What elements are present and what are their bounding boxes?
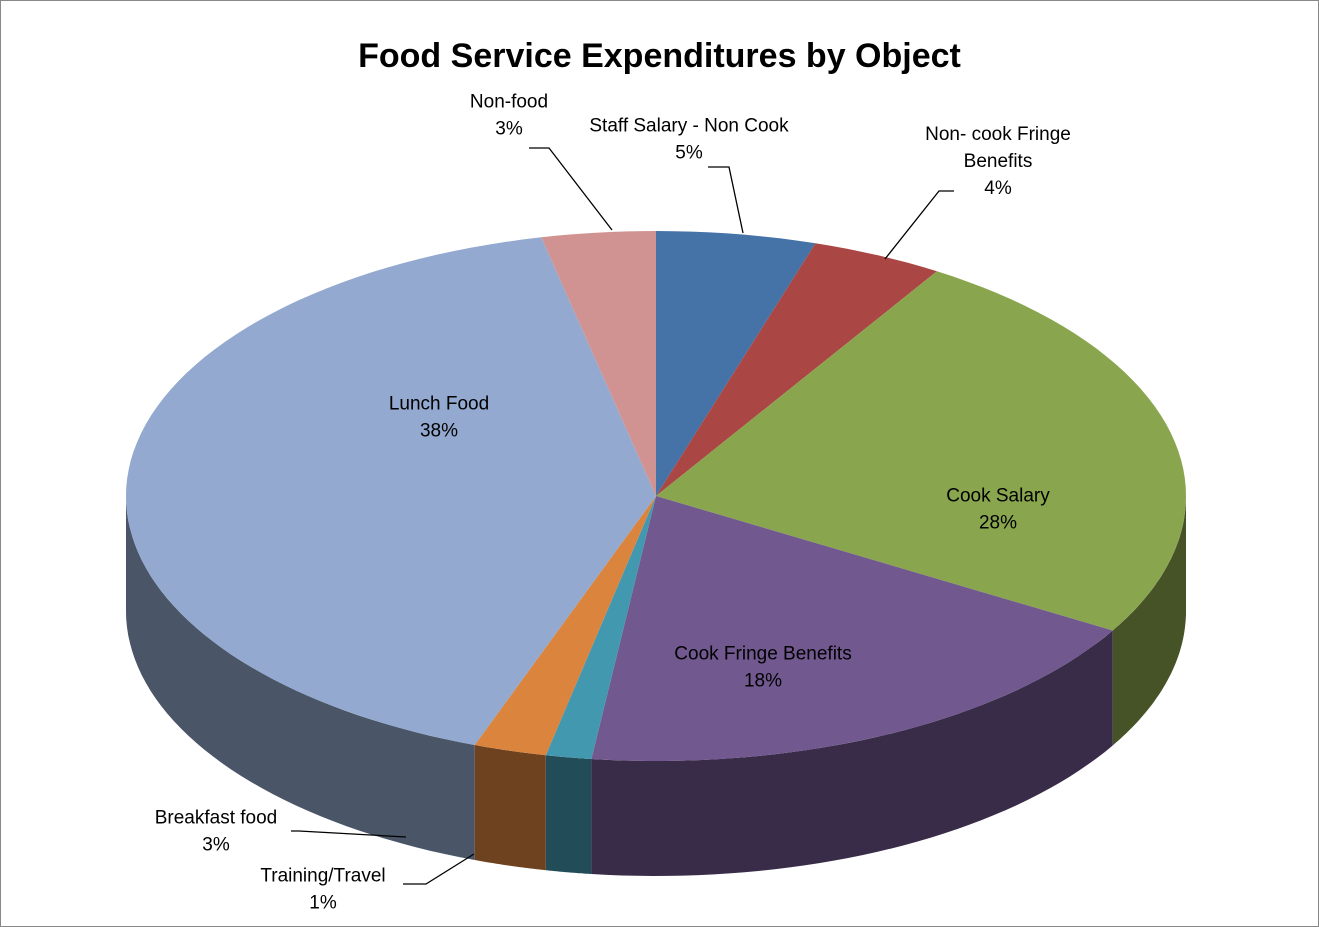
pie-labels: Staff Salary - Non Cook 5% Non- cook Fring… <box>155 92 1071 914</box>
leader-line <box>403 853 475 885</box>
chart-title: Food Service Expenditures by Object <box>358 37 961 75</box>
pie-side-wall <box>474 745 546 871</box>
slice-label: Non- cook Fringe Benefits 4% <box>925 124 1071 199</box>
pie-side-wall <box>545 755 592 874</box>
leader-line <box>529 147 613 231</box>
slice-label: Breakfast food 3% <box>155 808 278 856</box>
slice-label: Cook Fringe Benefits 18% <box>674 644 851 692</box>
leader-line <box>884 190 954 260</box>
slice-label: Training/Travel 1% <box>260 866 385 914</box>
slice-label: Staff Salary - Non Cook 5% <box>589 116 789 164</box>
pie-side-wall <box>1112 496 1186 746</box>
pie-top-faces <box>126 231 1186 761</box>
leader-line <box>291 830 407 838</box>
pie-slice <box>545 496 656 759</box>
slice-label: Non-food 3% <box>470 92 548 140</box>
pie-slice <box>591 496 1113 761</box>
pie-side-walls <box>126 496 1186 876</box>
pie-slice <box>656 271 1186 631</box>
pie-slice <box>474 496 656 756</box>
pie-slice <box>126 237 656 746</box>
pie-slice <box>656 231 816 496</box>
slice-label: Lunch Food 38% <box>389 394 489 442</box>
pie-side-wall <box>591 630 1113 876</box>
pie-slice <box>541 231 656 496</box>
pie-slice <box>656 243 937 496</box>
slice-label: Cook Salary 28% <box>946 486 1050 534</box>
leader-line <box>708 166 744 234</box>
pie-side-wall <box>126 496 475 860</box>
